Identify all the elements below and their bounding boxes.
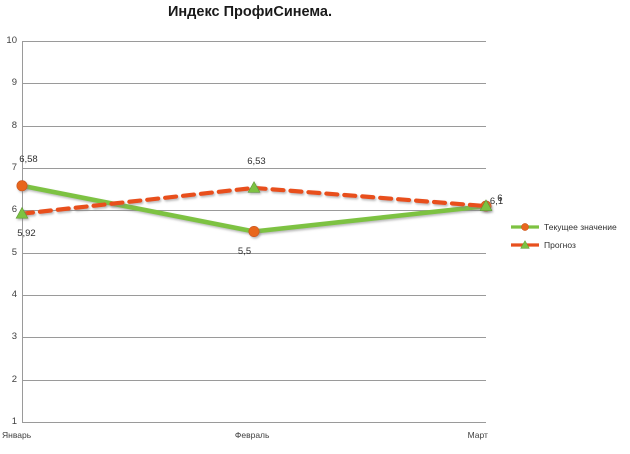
chart-title: Индекс ПрофиСинема. (168, 4, 332, 20)
y-axis-tick-label: 7 (11, 162, 17, 173)
x-axis-tick-label: Январь (2, 430, 32, 440)
legend-item-forecast[interactable]: Прогноз (510, 236, 628, 254)
gridline (22, 252, 486, 254)
gridline (22, 337, 486, 339)
y-axis-tick-label: 2 (11, 373, 17, 385)
data-label: 5,5 (237, 245, 252, 257)
y-axis-tick-label: 3 (11, 331, 17, 343)
data-label: 6,1 (489, 196, 504, 208)
data-label: 6 (497, 193, 503, 205)
gridline (22, 168, 486, 169)
gridline (22, 379, 486, 381)
y-axis-tick-label: 6 (11, 204, 17, 216)
legend-label-forecast: Прогноз (544, 239, 576, 250)
data-label: 5,92 (17, 227, 36, 239)
y-axis-tick-label: 8 (11, 119, 17, 131)
y-axis-tick-label: 1 (11, 416, 17, 427)
chart-legend: Текущее значение Прогноз (510, 218, 628, 254)
y-axis-tick-label: 10 (6, 35, 17, 46)
gridline (22, 422, 486, 423)
gridline (22, 41, 486, 42)
x-axis-tick-label: Март (467, 430, 488, 440)
legend-item-current[interactable]: Текущее значение (510, 218, 628, 236)
gridline (22, 295, 486, 296)
plot-area (22, 41, 486, 422)
legend-label-current: Текущее значение (544, 221, 617, 232)
gridline (22, 83, 486, 85)
gridline (22, 210, 486, 212)
y-axis-tick-label: 9 (11, 77, 17, 89)
legend-key-current (510, 220, 540, 234)
gridline (22, 125, 486, 127)
data-label: 6,58 (19, 153, 38, 165)
x-axis-tick-label: Февраль (234, 430, 270, 440)
y-axis-tick-label: 4 (11, 289, 17, 300)
legend-key-forecast (510, 238, 540, 252)
data-label: 6,53 (247, 155, 266, 167)
y-axis-tick-label: 5 (11, 246, 17, 258)
